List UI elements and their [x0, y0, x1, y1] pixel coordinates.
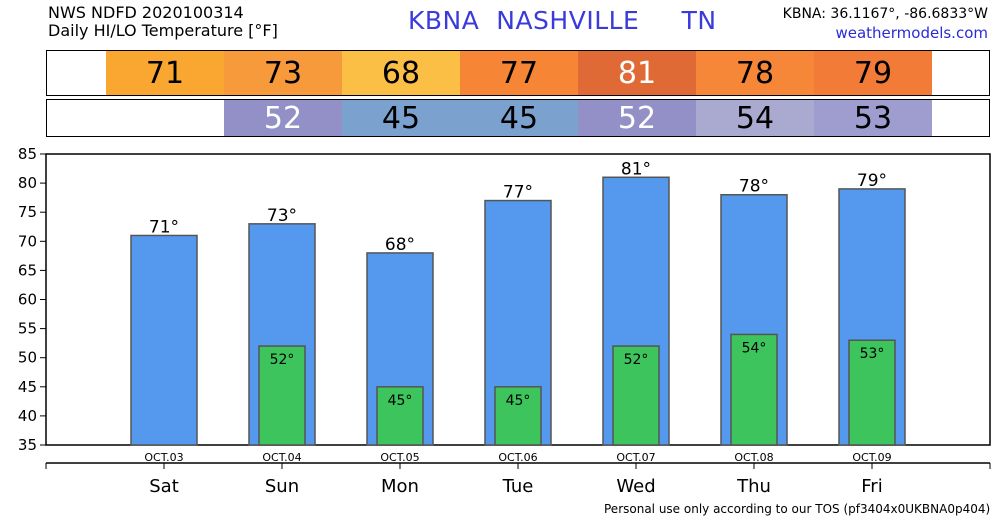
lo-temp-strip: 52 45 45 52 54 53	[46, 99, 990, 137]
date-label: OCT.04	[262, 451, 301, 464]
lo-bar-label: 45°	[506, 393, 531, 409]
y-tick-label: 55	[18, 320, 37, 338]
date-label: OCT.06	[498, 451, 537, 464]
y-tick-label: 40	[18, 407, 37, 425]
y-tick-label: 75	[18, 203, 37, 221]
site-link[interactable]: weathermodels.com	[835, 24, 988, 42]
date-label: OCT.09	[852, 451, 891, 464]
y-tick-label: 50	[18, 349, 37, 367]
day-label: Tue	[502, 476, 534, 497]
product-label: Daily HI/LO Temperature [°F]	[48, 21, 278, 40]
day-label: Sat	[149, 476, 179, 497]
hi-temp-strip: 71 73 68 77 81 78 79	[46, 50, 990, 96]
footer-note: Personal use only according to our TOS (…	[604, 502, 991, 516]
hi-bar-label: 78°	[739, 177, 769, 197]
date-label: OCT.03	[144, 451, 183, 464]
header-right: KBNA: 36.1167°, -86.6833°W weathermodels…	[783, 5, 988, 43]
day-label: Sun	[265, 476, 299, 497]
lo-bar-label: 53°	[860, 346, 885, 362]
hi-bar	[130, 234, 198, 446]
lo-bar	[612, 345, 660, 446]
y-tick-label: 85	[18, 145, 37, 163]
hi-bar-label: 77°	[503, 183, 533, 203]
hi-bar-label: 81°	[621, 159, 651, 179]
lo_strip-cell	[106, 100, 224, 136]
hi-bar-label: 68°	[385, 235, 415, 255]
lo_strip-cell: 54	[696, 100, 814, 136]
y-tick-label: 45	[18, 378, 37, 396]
hi-bar-label: 71°	[149, 217, 179, 237]
hi-bar-label: 73°	[267, 206, 297, 226]
lo-bar	[494, 386, 542, 446]
hi_strip-cell: 73	[224, 51, 342, 95]
y-tick-label: 80	[18, 174, 37, 192]
y-tick-label: 60	[18, 291, 37, 309]
lo_strip-cell: 45	[342, 100, 460, 136]
lo_strip-cell: 45	[460, 100, 578, 136]
lo-bar-label: 45°	[388, 393, 413, 409]
lo_strip-cell: 52	[224, 100, 342, 136]
lo_strip-cell: 53	[814, 100, 932, 136]
lo-bar-label: 54°	[742, 340, 767, 356]
hi-bar-label: 79°	[857, 171, 887, 191]
hi_strip-cell: 68	[342, 51, 460, 95]
model-run-label: NWS NDFD 2020100314	[48, 3, 244, 22]
lo-bar-label: 52°	[624, 352, 649, 368]
lo-bar	[730, 333, 778, 446]
y-tick-label: 35	[18, 436, 37, 454]
station-title: KBNA NASHVILLE TN	[408, 6, 717, 35]
y-tick-label: 70	[18, 232, 37, 250]
hi_strip-cell: 79	[814, 51, 932, 95]
day-label: Thu	[736, 476, 771, 497]
hi_strip-cell: 77	[460, 51, 578, 95]
lo-bar-label: 52°	[270, 352, 295, 368]
date-label: OCT.07	[616, 451, 655, 464]
hi_strip-cell: 81	[578, 51, 696, 95]
y-tick-label: 65	[18, 261, 37, 279]
lo-bar	[258, 345, 306, 446]
day-label: Fri	[861, 476, 882, 497]
date-label: OCT.08	[734, 451, 773, 464]
hi_strip-cell: 71	[106, 51, 224, 95]
lo_strip-cell: 52	[578, 100, 696, 136]
day-label: Wed	[616, 476, 655, 497]
header-info: NWS NDFD 2020100314 Daily HI/LO Temperat…	[48, 4, 278, 40]
lo-bar	[376, 386, 424, 446]
hi_strip-cell: 78	[696, 51, 814, 95]
day-label: Mon	[381, 476, 419, 497]
station-coords: KBNA: 36.1167°, -86.6833°W	[782, 6, 988, 22]
date-label: OCT.05	[380, 451, 419, 464]
lo-bar	[848, 339, 896, 446]
